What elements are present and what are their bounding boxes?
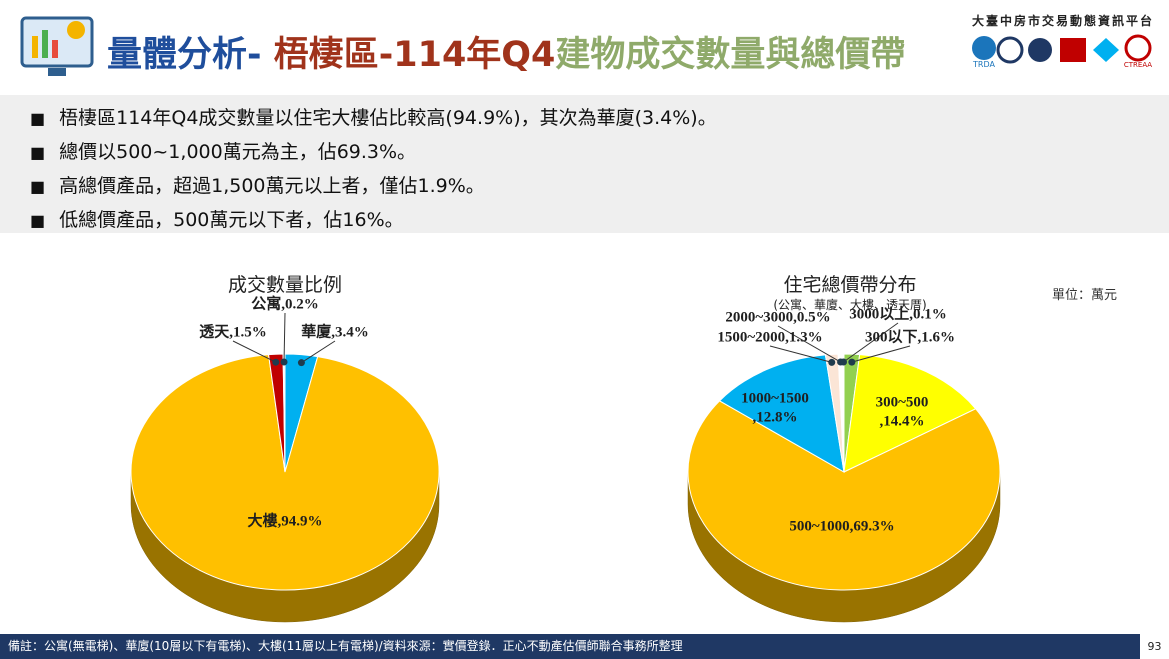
data-label: 300以下,1.6% [864,329,956,346]
chart-subtitle: (公寓、華廈、大樓、透天厝) [773,298,927,312]
data-label: 500~1000,69.3% [789,518,895,535]
bullet: 梧棲區114年Q4成交數量以住宅大樓佔比較高(94.9%)，其次為華廈(3.4%… [30,101,717,135]
logos: TRDA CTREAA [972,34,1152,69]
title-c: 建物成交數量與總價帶 [555,35,906,75]
leader-dot [272,358,280,366]
title: 量體分析- 梧棲區-114年Q4建物成交數量與總價帶 [107,26,905,77]
pie-slice [718,354,845,473]
data-label: 2000~3000,0.5% [725,309,831,326]
data-label: 3000以上,0.1% [849,306,947,323]
pie-slice [843,354,977,473]
chart-title: 成交數量比例 [227,274,343,296]
icon [20,16,94,76]
leader-dot [848,358,856,366]
pie-slice [687,400,1001,591]
leader-line [232,340,277,363]
leader-dot [828,358,836,366]
pie-slice [842,353,845,473]
page-number: 93 [1147,640,1162,653]
data-label: 1000~1500 ,12.8% [741,390,809,425]
leader-line [851,345,911,363]
bullets: 梧棲區114年Q4成交數量以住宅大樓佔比較高(94.9%)，其次為華廈(3.4%… [30,101,717,237]
data-label: 透天,1.5% [199,324,267,341]
leader-line [769,345,832,363]
bullet: 高總價產品，超過1,500萬元以上者，僅佔1.9%。 [30,169,717,203]
title-a: 量體分析- [107,35,262,75]
leader-line [777,325,841,363]
logo-text: TRDA [972,60,995,69]
unit-label: 單位：萬元 [1052,288,1118,303]
leader-dot [840,358,848,366]
pie-slice [130,354,440,591]
data-label: 300~500 ,14.4% [875,394,929,429]
leader-line [283,312,286,363]
leader-line [301,340,336,364]
title-b: 梧棲區-114年Q4 [261,35,556,75]
footer-note: 備註：公寓(無電梯)、華廈(10層以下有電梯)、大樓(11層以上有電梯)/資料來… [0,634,1140,659]
data-label: 華廈,3.4% [301,324,369,341]
bullet: 低總價產品，500萬元以下者，佔16%。 [30,203,717,237]
leader-dot [280,358,288,366]
leader-dot [297,359,305,367]
platform: 大臺中房市交易動態資訊平台 [972,14,1155,28]
bullet: 總價以500~1,000萬元為主，佔69.3%。 [30,135,717,169]
data-label: 大樓,94.9% [247,513,323,530]
leader-line [843,322,899,363]
chart-title: 住宅總價帶分布 [783,274,917,296]
data-label: 1500~2000,1.3% [717,329,823,346]
data-label: 公寓,0.2% [251,296,319,313]
logo-text: CTREAA [1124,61,1152,69]
